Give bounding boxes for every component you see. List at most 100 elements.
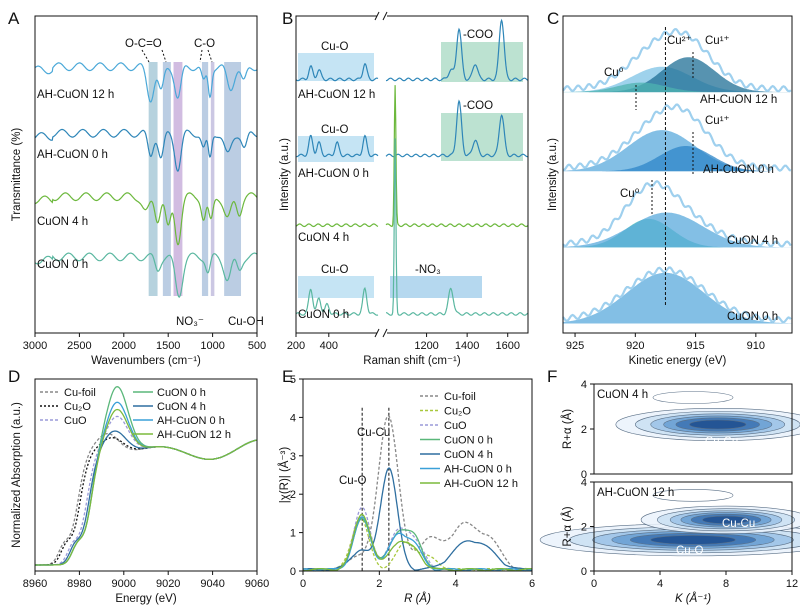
y-tick-label: 4 <box>581 379 587 391</box>
map-annotation: Cu-Cu <box>705 436 738 448</box>
map-annotation: Cu-O <box>676 545 704 557</box>
series-line-5 <box>303 516 533 572</box>
x-tick-label: 920 <box>626 340 644 352</box>
map-annotation: Cu-Cu <box>722 518 755 530</box>
x-tick-label: 910 <box>747 340 765 352</box>
series-line-low-0 <box>295 62 379 82</box>
x-axis-label: R (Å) <box>404 592 431 605</box>
y-axis-label: Transmittance (%) <box>11 128 23 222</box>
bracket-line <box>199 49 203 63</box>
x-tick-label: 915 <box>686 340 704 352</box>
envelope-line-0 <box>562 27 792 93</box>
panel-label-b: B <box>282 9 293 28</box>
y-tick-label: 0 <box>581 566 587 578</box>
series-label: CuON 4 h <box>37 216 88 228</box>
annotation: Cu⁰ <box>604 67 624 79</box>
y-tick-label: 3 <box>290 451 296 463</box>
series-line-0 <box>35 432 258 566</box>
series-line-4 <box>35 430 258 566</box>
panel-label-d: D <box>8 367 20 386</box>
x-tick-label: 8960 <box>23 578 47 590</box>
legend-label: AH-CuON 0 h <box>157 415 225 427</box>
series-line-4 <box>302 467 533 572</box>
legend-label: AH-CuON 12 h <box>444 478 518 490</box>
bracket-line <box>141 49 150 63</box>
legend-label: CuON 4 h <box>444 449 493 461</box>
axis-break-mask <box>377 329 387 337</box>
band-5 <box>224 62 242 296</box>
y-axis-label: R+α (Å) <box>561 506 574 546</box>
band-cuo <box>298 53 374 81</box>
legend-label: AH-CuON 12 h <box>157 429 231 441</box>
series-label: AH-CuON 0 h <box>298 168 369 180</box>
envelope-line-2 <box>562 179 792 248</box>
x-tick-label: 9060 <box>245 578 269 590</box>
panel-label-e: E <box>282 367 293 386</box>
x-tick-label: 0 <box>300 578 306 590</box>
x-tick-label: 2 <box>376 578 382 590</box>
fit-component-2-1 <box>563 212 792 248</box>
annotation: Cu-O <box>321 124 349 136</box>
series-line-low-1 <box>296 134 379 158</box>
x-tick-label: 2500 <box>67 340 91 352</box>
series-line-1 <box>302 516 533 572</box>
fit-component-1-1 <box>563 146 792 172</box>
axis-break-mark <box>382 328 388 338</box>
axis-break-mark <box>374 328 380 338</box>
annotation-cucu: Cu-Cu <box>357 427 390 439</box>
panel-label-f: F <box>547 367 557 386</box>
y-axis-label: Normalized Absorption (a.u.) <box>11 402 23 548</box>
x-tick-label: 925 <box>566 340 584 352</box>
series-line-0 <box>302 414 533 572</box>
series-line-2 <box>302 506 533 572</box>
plot-frame <box>34 15 258 334</box>
fit-component-0-1 <box>563 57 792 93</box>
legend-label: Cu₂O <box>444 406 471 418</box>
x-tick-label: 3000 <box>23 340 47 352</box>
plot-frame <box>34 378 258 572</box>
bracket-line <box>207 49 213 63</box>
panel-d: D 8960 8980 9000 9020 9040 9060 Energy (eV) Nor… <box>8 367 269 605</box>
series-label: CuON 4 h <box>727 235 778 247</box>
y-tick-label: 2 <box>290 489 296 501</box>
y-axis-label: |χ(R)| (Å⁻³) <box>278 447 291 504</box>
legend-label: Cu-foil <box>444 391 476 403</box>
series-label: AH-CuON 12 h <box>700 94 777 106</box>
x-tick-label: 4 <box>453 578 459 590</box>
x-axis-label: Raman shift (cm⁻¹) <box>363 355 461 367</box>
axis-break-mark <box>382 11 388 21</box>
series-label: AH-CuON 0 h <box>37 149 108 161</box>
annotation: Cu²⁺ <box>667 35 692 47</box>
panel-c: C 925 920 915 910 Kinetic energy (eV) Intensi… <box>547 9 793 367</box>
annotation: Cu⁰ <box>620 188 640 200</box>
x-tick-label: 1400 <box>455 340 479 352</box>
annotation-cuo: Cu-O <box>339 475 367 487</box>
band-coo <box>441 113 523 161</box>
series-label: CuON 4 h <box>298 232 349 244</box>
x-tick-label: 400 <box>320 340 338 352</box>
map-title: CuON 4 h <box>597 389 648 401</box>
series-label: CuON 0 h <box>298 309 349 321</box>
legend-label: CuON 4 h <box>157 401 206 413</box>
panel-label-c: C <box>547 9 559 28</box>
plot-frame <box>562 15 793 334</box>
band-no3 <box>390 276 482 298</box>
y-axis-label: Intensity (a.u.) <box>279 138 291 211</box>
x-axis-label: Energy (eV) <box>115 593 177 605</box>
contour-1-0-5 <box>650 535 736 545</box>
x-tick-label: 1500 <box>156 340 180 352</box>
x-tick-label: 9020 <box>156 578 180 590</box>
series-line-6 <box>302 513 532 572</box>
fit-component-0-2 <box>563 82 792 93</box>
map-title: AH-CuON 12 h <box>597 487 674 499</box>
y-tick-label: 2 <box>581 522 587 534</box>
annotation: Cu¹⁺ <box>705 115 730 127</box>
legend-label: CuO <box>64 415 87 427</box>
x-tick-label: 8980 <box>67 578 91 590</box>
fit-component-3-0 <box>563 272 792 324</box>
plot-frame <box>302 378 533 572</box>
y-tick-label: 1 <box>290 528 296 540</box>
y-tick-label: 4 <box>290 412 296 424</box>
y-tick-label: 2 <box>581 424 587 436</box>
